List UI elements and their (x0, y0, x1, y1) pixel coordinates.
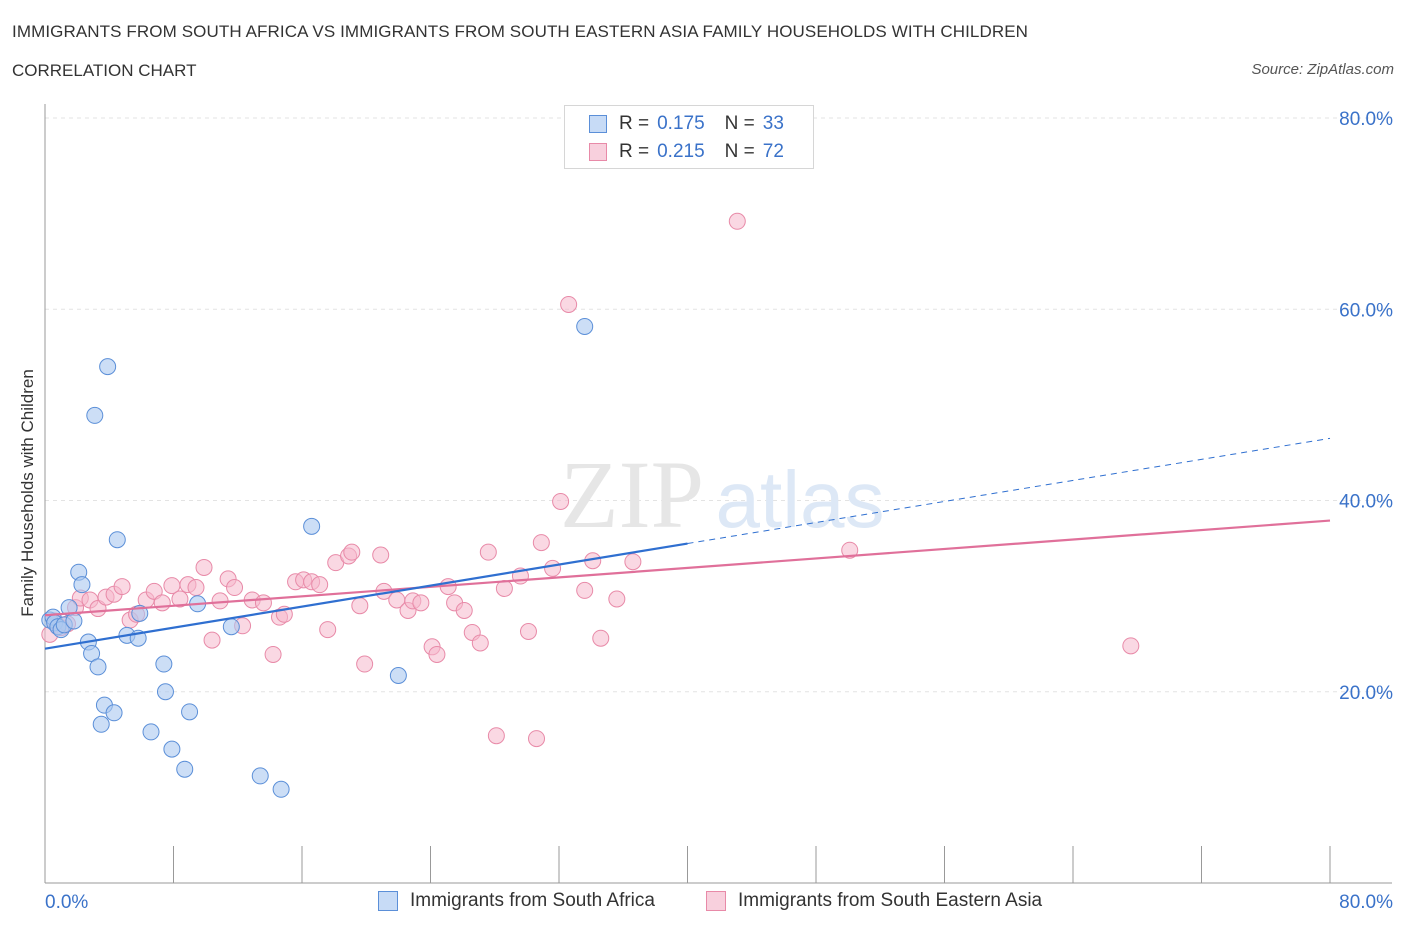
data-point-south-eastern-asia (187, 579, 205, 597)
data-point-south-africa (86, 406, 104, 424)
data-point-south-eastern-asia (203, 631, 221, 649)
data-point-south-eastern-asia (264, 645, 282, 663)
data-point-south-eastern-asia (412, 594, 430, 612)
y-tick-label: 80.0% (1339, 109, 1393, 130)
data-point-south-africa (156, 683, 174, 701)
data-point-south-eastern-asia (479, 543, 497, 561)
y-tick-label: 40.0% (1339, 492, 1393, 513)
data-point-south-eastern-asia (254, 594, 272, 612)
legend-swatch-blue (378, 891, 398, 911)
data-point-south-africa (303, 517, 321, 535)
data-point-south-eastern-asia (532, 534, 550, 552)
trend-lines (44, 437, 1331, 650)
data-point-south-eastern-asia (544, 559, 562, 577)
data-point-south-eastern-asia (113, 578, 131, 596)
data-point-south-eastern-asia (455, 601, 473, 619)
data-point-south-eastern-asia (351, 597, 369, 615)
trend-line-south-africa (44, 542, 688, 650)
legend-item-south-africa: Immigrants from South Africa (378, 890, 655, 912)
data-point-south-eastern-asia (343, 543, 361, 561)
legend-n-value: 33 (762, 113, 784, 134)
data-point-south-eastern-asia (624, 553, 642, 571)
legend-r-value: 0.215 (657, 141, 705, 162)
tick-labels: 20.0% 40.0% 60.0% 80.0% 0.0% 80.0% (45, 109, 1393, 913)
legend-swatch-pink (589, 143, 607, 161)
legend-r-label: R = (619, 113, 650, 134)
data-point-south-africa (181, 703, 199, 721)
data-point-south-eastern-asia (311, 576, 329, 594)
data-point-south-eastern-asia (519, 623, 537, 641)
y-tick-label: 20.0% (1339, 683, 1393, 704)
x-tick-label: 80.0% (1339, 892, 1393, 913)
trend-line-south-africa-extension (687, 437, 1331, 545)
data-point-south-eastern-asia (356, 655, 374, 673)
legend-swatch-blue (589, 115, 607, 133)
source-attribution: Source: ZipAtlas.com (1251, 61, 1394, 78)
watermark-zip: ZIP (560, 441, 704, 548)
chart-title: IMMIGRANTS FROM SOUTH AFRICA VS IMMIGRAN… (12, 22, 1029, 41)
chart-subtitle: CORRELATION CHART (12, 61, 197, 80)
legend-n-value: 72 (762, 141, 784, 162)
data-point-south-africa (163, 740, 181, 758)
data-point-south-eastern-asia (319, 621, 337, 639)
data-point-south-africa (272, 780, 290, 798)
legend-r-value: 0.175 (657, 113, 705, 134)
data-point-south-africa (176, 760, 194, 778)
data-point-south-eastern-asia (226, 579, 244, 597)
data-point-south-eastern-asia (552, 492, 570, 510)
data-point-south-eastern-asia (841, 541, 859, 559)
data-point-south-eastern-asia (153, 594, 171, 612)
data-point-south-africa (389, 666, 407, 684)
data-point-south-africa (89, 658, 107, 676)
data-point-south-eastern-asia (608, 590, 626, 608)
data-point-south-eastern-asia (560, 295, 578, 313)
data-point-south-africa (108, 531, 126, 549)
legend-row-south-eastern-asia: R = 0.215 N = 72 (589, 139, 784, 165)
data-point-south-eastern-asia (1122, 637, 1140, 655)
legend-item-label: Immigrants from South Africa (410, 890, 655, 911)
data-point-south-eastern-asia (471, 634, 489, 652)
data-point-south-africa (222, 618, 240, 636)
legend-item-south-eastern-asia: Immigrants from South Eastern Asia (706, 890, 1042, 912)
axes (44, 104, 1392, 884)
legend-r-label: R = (619, 141, 650, 162)
data-point-south-eastern-asia (487, 727, 505, 745)
data-point-south-eastern-asia (195, 558, 213, 576)
legend-n-label: N = (724, 141, 755, 162)
data-point-south-africa (576, 317, 594, 335)
zipatlas-watermark: ZIP atlas (560, 441, 884, 548)
series-legend: Immigrants from South Africa Immigrants … (0, 890, 1406, 914)
data-point-south-africa (92, 715, 110, 733)
trend-line-south-eastern-asia (44, 519, 1331, 617)
data-point-south-eastern-asia (428, 645, 446, 663)
data-point-south-africa (105, 704, 123, 722)
y-tick-label: 60.0% (1339, 300, 1393, 321)
data-point-south-eastern-asia (372, 546, 390, 564)
data-point-south-africa (251, 767, 269, 785)
data-point-south-eastern-asia (592, 629, 610, 647)
data-point-south-africa (65, 612, 83, 630)
correlation-legend: R = 0.175 N = 33 R = 0.215 N = 72 (564, 105, 814, 169)
data-point-south-eastern-asia (171, 590, 189, 608)
data-point-south-eastern-asia (528, 730, 546, 748)
data-point-south-eastern-asia (576, 581, 594, 599)
data-point-south-eastern-asia (728, 212, 746, 230)
data-point-south-africa (142, 723, 160, 741)
x-tick-label: 0.0% (45, 892, 88, 913)
series-south-africa-points (41, 317, 594, 798)
data-point-south-africa (73, 576, 91, 594)
y-axis-label: Family Households with Children (18, 369, 37, 617)
data-point-south-africa (155, 655, 173, 673)
watermark-atlas: atlas (716, 455, 885, 544)
legend-swatch-pink (706, 891, 726, 911)
legend-item-label: Immigrants from South Eastern Asia (738, 890, 1043, 911)
legend-n-label: N = (724, 113, 755, 134)
legend-row-south-africa: R = 0.175 N = 33 (589, 111, 784, 137)
data-point-south-africa (99, 358, 117, 376)
